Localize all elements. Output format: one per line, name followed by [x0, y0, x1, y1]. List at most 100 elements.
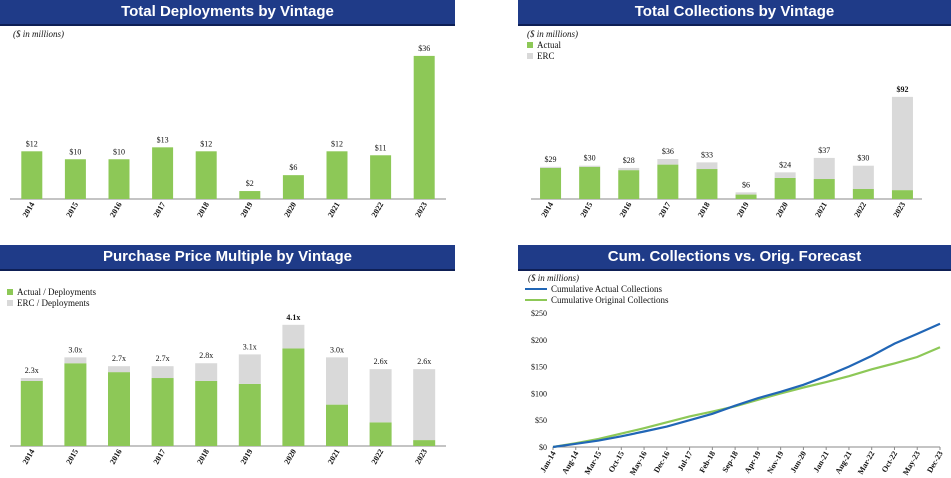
- deployments-units-note: ($ in millions): [13, 29, 64, 39]
- category-tick-label: 2022: [852, 201, 868, 219]
- bar-actual: [540, 167, 562, 199]
- data-label: $29: [545, 155, 557, 164]
- data-label: $33: [701, 150, 713, 159]
- bar-erc: [813, 157, 835, 180]
- multiple-legend: Actual / Deployments ERC / Deployments: [7, 286, 96, 308]
- category-tick-label: 2015: [579, 201, 595, 219]
- bar-erc: [696, 162, 718, 170]
- data-label: $12: [26, 139, 38, 148]
- bar-actual: [151, 378, 174, 446]
- data-label: $24: [779, 160, 791, 169]
- category-tick-label: 2018: [195, 201, 211, 219]
- deployments-panel: Total Deployments by Vintage ($ in milli…: [0, 0, 455, 235]
- x-tick-label: Apr-19: [743, 450, 763, 475]
- y-tick-label: $50: [535, 416, 547, 425]
- category-tick-label: 2021: [326, 201, 342, 219]
- data-label: $11: [375, 143, 387, 152]
- bar-actual: [735, 194, 757, 199]
- bar-actual: [413, 440, 436, 446]
- category-tick-label: 2015: [64, 201, 80, 219]
- data-label: 2.6x: [417, 357, 431, 366]
- bar: [152, 147, 174, 199]
- bar-actual: [774, 177, 796, 199]
- line-cumulative-actual: [552, 322, 941, 449]
- bar: [370, 155, 392, 199]
- legend-erc-deployments: ERC / Deployments: [7, 297, 96, 308]
- collections-title: Total Collections by Vintage: [518, 0, 951, 26]
- bar-actual: [108, 372, 130, 446]
- legend-actual-label: Actual: [537, 39, 561, 50]
- legend-actual: Actual: [527, 39, 561, 50]
- category-tick-label: 2021: [813, 201, 829, 219]
- category-tick-label: 2019: [239, 448, 255, 466]
- bar-erc: [579, 165, 601, 167]
- bar-actual: [891, 190, 913, 199]
- data-label: $10: [113, 147, 125, 156]
- bar-actual: [657, 164, 679, 199]
- x-tick-label: Mar-22: [856, 450, 877, 477]
- category-tick-label: 2016: [108, 448, 124, 466]
- data-label: 2.3x: [25, 366, 39, 375]
- cumulative-legend: Cumulative Actual Collections Cumulative…: [525, 283, 668, 305]
- category-tick-label: 2023: [413, 201, 429, 219]
- x-tick-label: Dec-23: [925, 450, 945, 475]
- bar: [282, 175, 304, 199]
- category-tick-label: 2022: [370, 448, 386, 466]
- bar-erc: [891, 96, 913, 191]
- multiple-panel: Purchase Price Multiple by Vintage Actua…: [0, 245, 455, 478]
- bar-actual: [195, 380, 218, 446]
- bar-erc: [151, 366, 174, 379]
- legend-erc-deployments-label: ERC / Deployments: [17, 297, 90, 308]
- data-label: $37: [818, 146, 830, 155]
- category-tick-label: 2019: [735, 201, 751, 219]
- legend-cum-forecast: Cumulative Original Collections: [525, 294, 668, 305]
- bar-erc: [282, 324, 305, 349]
- category-tick-label: 2020: [774, 201, 790, 219]
- x-tick-label: Jan-21: [812, 450, 831, 475]
- x-tick-label: Jan-14: [538, 450, 557, 475]
- bar-erc: [540, 166, 562, 168]
- legend-cum-forecast-line: [525, 298, 547, 301]
- collections-units-note: ($ in millions): [527, 29, 578, 39]
- y-tick-label: $100: [531, 389, 547, 398]
- bar-erc: [64, 357, 87, 364]
- x-tick-label: Jun-20: [789, 450, 809, 475]
- legend-actual-deployments-swatch: [7, 288, 13, 295]
- data-label: $13: [157, 135, 169, 144]
- data-label: $92: [896, 85, 908, 94]
- bar-erc: [413, 369, 436, 441]
- bar-actual: [852, 189, 874, 199]
- line-cumulative-original: [552, 346, 941, 449]
- bar-erc: [774, 172, 796, 178]
- legend-cum-actual-label: Cumulative Actual Collections: [551, 283, 662, 294]
- category-tick-label: 2016: [108, 201, 124, 219]
- y-tick-label: $0: [539, 443, 547, 452]
- x-tick-label: Mar-15: [583, 450, 604, 477]
- bar: [195, 151, 217, 199]
- bar-actual: [369, 422, 392, 446]
- legend-cum-forecast-label: Cumulative Original Collections: [551, 294, 669, 305]
- category-tick-label: 2017: [657, 201, 673, 219]
- category-tick-label: 2017: [152, 448, 168, 466]
- category-tick-label: 2016: [618, 201, 634, 219]
- x-tick-label: May-16: [628, 450, 649, 477]
- data-label: $6: [742, 180, 750, 189]
- data-label: $30: [857, 154, 869, 163]
- collections-panel: Total Collections by Vintage ($ in milli…: [518, 0, 951, 235]
- category-tick-label: 2014: [539, 201, 555, 219]
- x-tick-label: Aug-21: [833, 450, 853, 476]
- legend-erc-swatch: [527, 52, 533, 59]
- bar-erc: [657, 159, 679, 165]
- bar: [326, 151, 348, 199]
- data-label: 3.1x: [243, 342, 257, 351]
- category-tick-label: 2020: [282, 448, 298, 466]
- legend-cum-actual: Cumulative Actual Collections: [525, 283, 668, 294]
- data-label: $12: [200, 139, 212, 148]
- x-tick-label: Jul-17: [676, 450, 694, 473]
- bar-erc: [20, 378, 43, 381]
- data-label: $30: [584, 154, 596, 163]
- category-tick-label: 2023: [413, 448, 429, 466]
- cumulative-title: Cum. Collections vs. Orig. Forecast: [518, 245, 951, 271]
- multiple-title: Purchase Price Multiple by Vintage: [0, 245, 455, 271]
- data-label: $2: [246, 179, 254, 188]
